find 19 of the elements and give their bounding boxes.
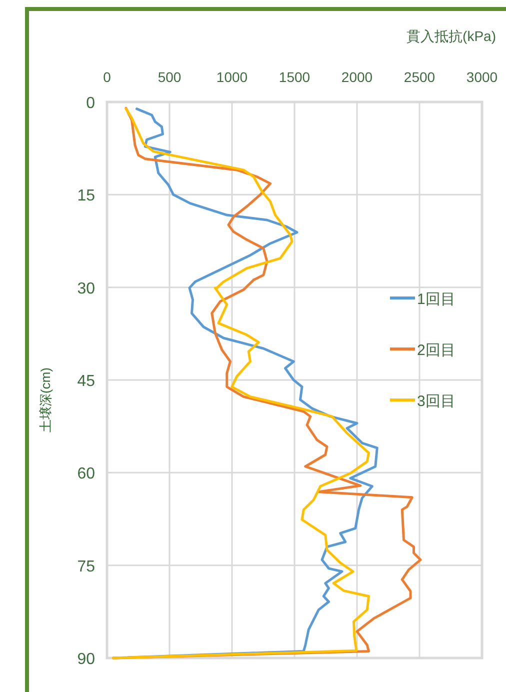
y-tick-label: 45 <box>77 373 96 390</box>
legend-label: 2回目 <box>417 342 456 359</box>
y-tick-label: 90 <box>77 651 96 668</box>
legend-label: 1回目 <box>417 291 456 308</box>
x-tick-label: 1000 <box>216 69 248 85</box>
x-tick-label: 1500 <box>278 69 310 85</box>
x-tick-label: 2000 <box>341 69 373 85</box>
legend-label: 3回目 <box>417 393 456 410</box>
y-tick-label: 60 <box>77 466 96 483</box>
x-tick-label: 0 <box>103 69 112 85</box>
y-axis-title: 土壌深(cm) <box>38 368 53 432</box>
y-tick-label: 75 <box>77 558 96 576</box>
x-tick-label: 3000 <box>466 69 498 85</box>
y-tick-label: 15 <box>77 188 96 205</box>
x-tick-label: 2500 <box>404 69 436 85</box>
x-axis-title: 貫入抵抗(kPa) <box>406 28 496 44</box>
x-tick-label: 500 <box>158 69 182 85</box>
y-tick-label: 0 <box>86 95 96 112</box>
y-tick-label: 30 <box>77 280 96 298</box>
